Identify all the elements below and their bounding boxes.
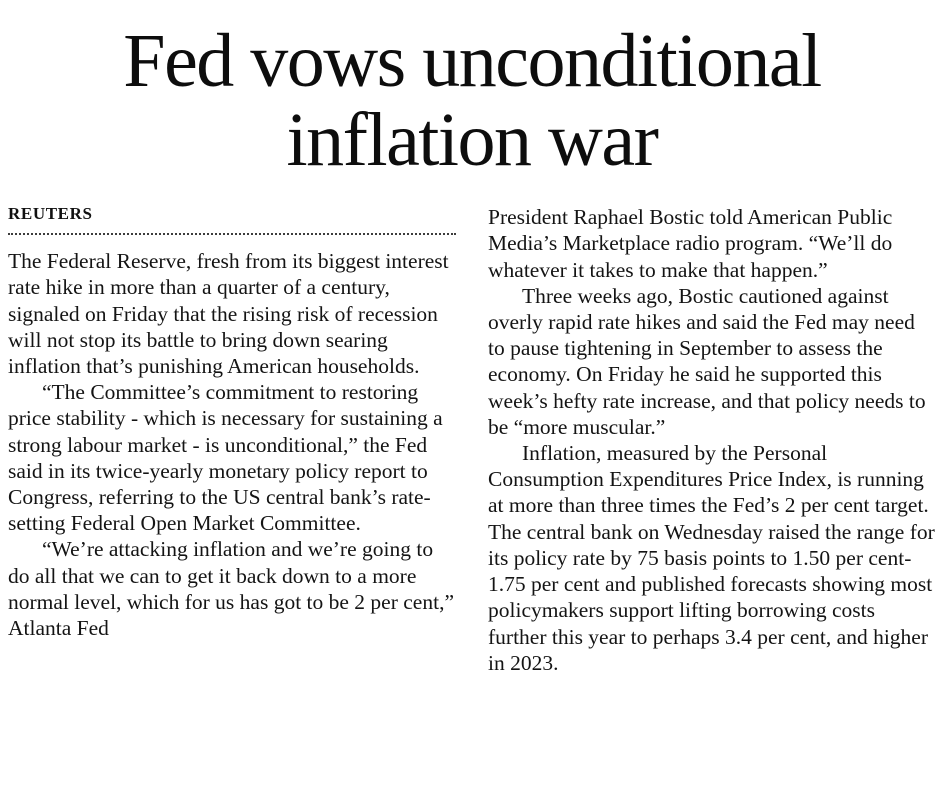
paragraph: “We’re attacking inflation and we’re goi… xyxy=(8,537,454,641)
paragraph: The Federal Reserve, fresh from its bigg… xyxy=(8,249,449,378)
left-column: REUTERS The Federal Reserve, fresh from … xyxy=(8,204,456,641)
right-column: President Raphael Bostic told American P… xyxy=(488,204,936,676)
paragraph: “The Committee’s commitment to restoring… xyxy=(8,380,443,536)
paragraph: President Raphael Bostic told American P… xyxy=(488,205,893,282)
right-column-text: President Raphael Bostic told American P… xyxy=(488,204,936,676)
byline: REUTERS xyxy=(8,204,93,224)
paragraph: Three weeks ago, Bostic cautioned agains… xyxy=(488,283,926,439)
article-columns: REUTERS The Federal Reserve, fresh from … xyxy=(8,204,936,676)
dotted-divider xyxy=(8,233,456,236)
headline: Fed vows unconditional inflation war xyxy=(123,19,822,183)
left-column-text: The Federal Reserve, fresh from its bigg… xyxy=(8,248,456,641)
paragraph: Inflation, measured by the Personal Cons… xyxy=(488,441,935,675)
